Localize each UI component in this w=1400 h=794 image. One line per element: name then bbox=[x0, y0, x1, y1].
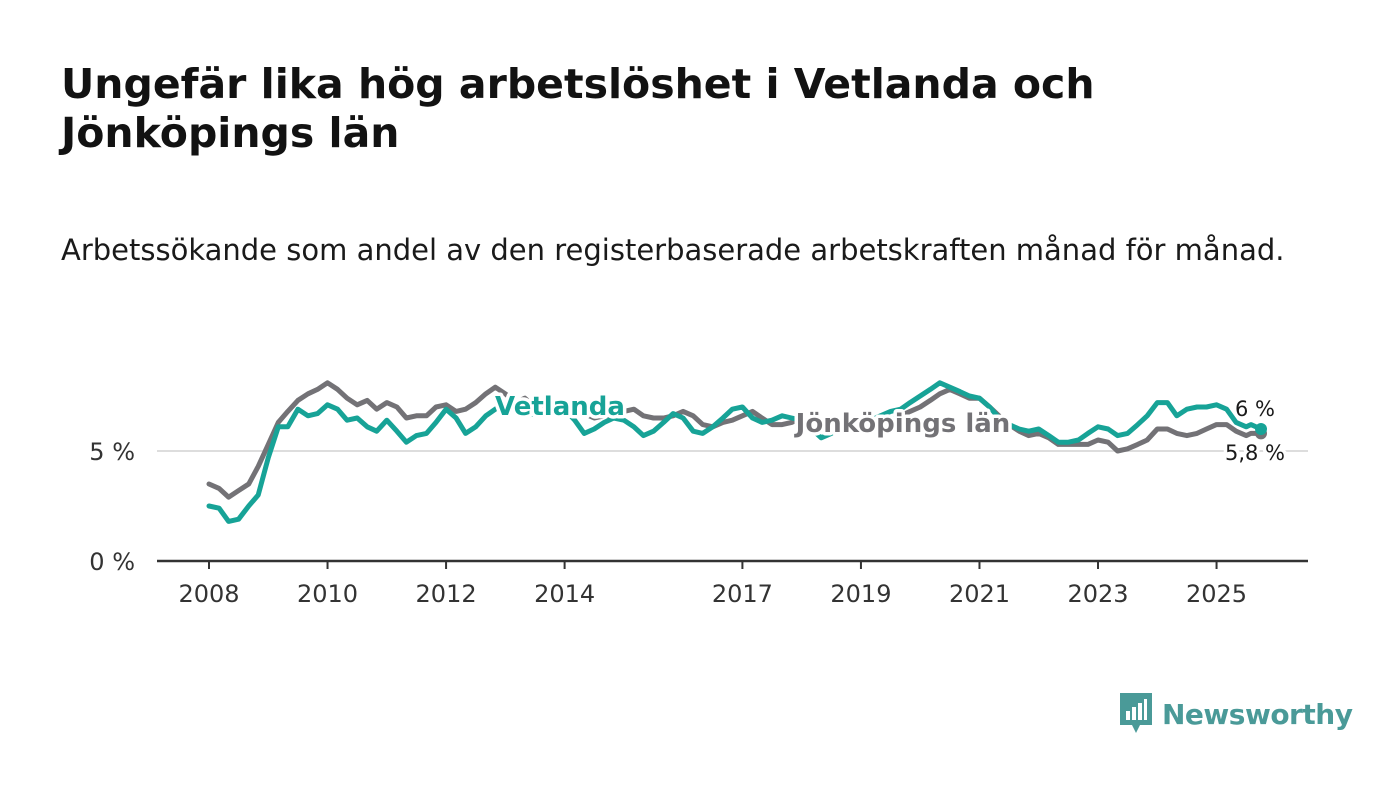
series-line-jonkopings-lan bbox=[206, 380, 1264, 500]
x-tick-label: 2025 bbox=[1186, 580, 1247, 608]
y-tick-label: 5 % bbox=[89, 438, 135, 466]
end-value-vetlanda-halo: 6 % bbox=[1235, 397, 1275, 421]
brand-name: Newsworthy bbox=[1162, 697, 1353, 731]
end-value-vetlanda: 6 % bbox=[1235, 397, 1275, 421]
y-tick-label: 0 % bbox=[89, 548, 135, 576]
newsworthy-logo: Newsworthy bbox=[1118, 690, 1353, 738]
axes: 0 % 5 % 2008 2010 2012 2014 2017 2019 2021 2023 20… bbox=[89, 438, 1308, 608]
end-value-vetlanda-group: 6 %6 % bbox=[1232, 394, 1279, 425]
series-label-jonkopings-lan: Jönköpings län bbox=[794, 409, 1011, 439]
end-value-jonkopings-lan-halo: 5,8 % bbox=[1225, 441, 1285, 465]
series-label-vetlanda-halo: Vetlanda bbox=[495, 392, 625, 422]
series-line-vetlanda bbox=[206, 380, 1264, 524]
x-tick-label: 2021 bbox=[949, 580, 1010, 608]
x-tick-label: 2008 bbox=[178, 580, 239, 608]
x-tick-label: 2017 bbox=[712, 580, 773, 608]
x-tick-label: 2010 bbox=[297, 580, 358, 608]
series-label-vetlanda: Vetlanda bbox=[495, 392, 625, 422]
chart-title: Ungefär lika hög arbetslöshet i Vetlanda… bbox=[61, 60, 1095, 157]
x-tick-label: 2019 bbox=[830, 580, 891, 608]
series-lines bbox=[206, 380, 1267, 524]
chart-subtitle: Arbetssökande som andel av den registerb… bbox=[61, 233, 1285, 267]
end-value-jonkopings-lan: 5,8 % bbox=[1225, 441, 1285, 465]
x-tick-label: 2023 bbox=[1067, 580, 1128, 608]
series-label-jonkopings-lan-halo: Jönköpings län bbox=[794, 409, 1011, 439]
x-tick-label: 2012 bbox=[416, 580, 477, 608]
newsworthy-logo-icon bbox=[1120, 693, 1152, 733]
x-tick-label: 2014 bbox=[534, 580, 595, 608]
end-value-jonkopings-lan-group: 5,8 %5,8 % bbox=[1221, 438, 1288, 469]
series-endpoint-vetlanda bbox=[1255, 423, 1267, 435]
